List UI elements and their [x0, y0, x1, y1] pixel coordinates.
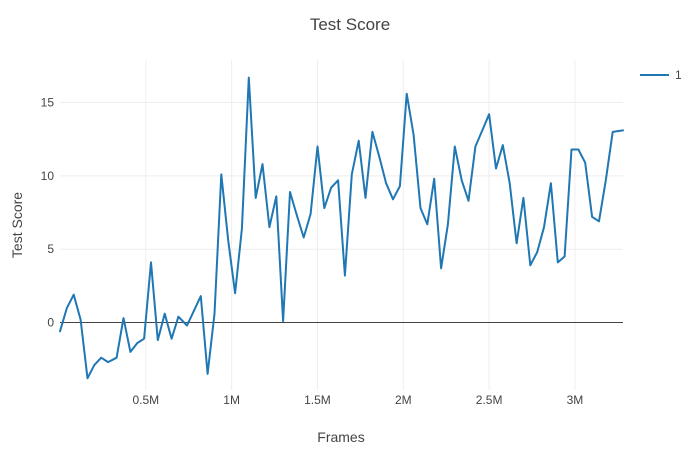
chart-title: Test Score [310, 15, 390, 34]
x-tick-label: 0.5M [132, 393, 159, 407]
y-tick-label: 15 [41, 96, 55, 110]
x-tick-label: 2.5M [476, 393, 503, 407]
y-tick-label: 10 [41, 169, 55, 183]
x-tick-label: 2M [395, 393, 412, 407]
x-tick-label: 3M [567, 393, 584, 407]
y-tick-label: 0 [47, 316, 54, 330]
x-axis-title: Frames [317, 429, 364, 445]
grid-lines [60, 60, 623, 390]
x-tick-label: 1M [223, 393, 240, 407]
x-tick-label: 1.5M [304, 393, 331, 407]
legend[interactable]: 1 [640, 68, 682, 82]
y-tick-label: 5 [47, 242, 54, 256]
series-layer [59, 76, 624, 380]
series-line-1 [59, 76, 624, 380]
legend-label: 1 [675, 68, 682, 82]
y-axis-title: Test Score [9, 192, 25, 258]
x-axis-tick-labels: 0.5M 1M 1.5M 2M 2.5M 3M [132, 393, 583, 407]
y-axis-tick-labels: 0 5 10 15 [41, 96, 55, 330]
